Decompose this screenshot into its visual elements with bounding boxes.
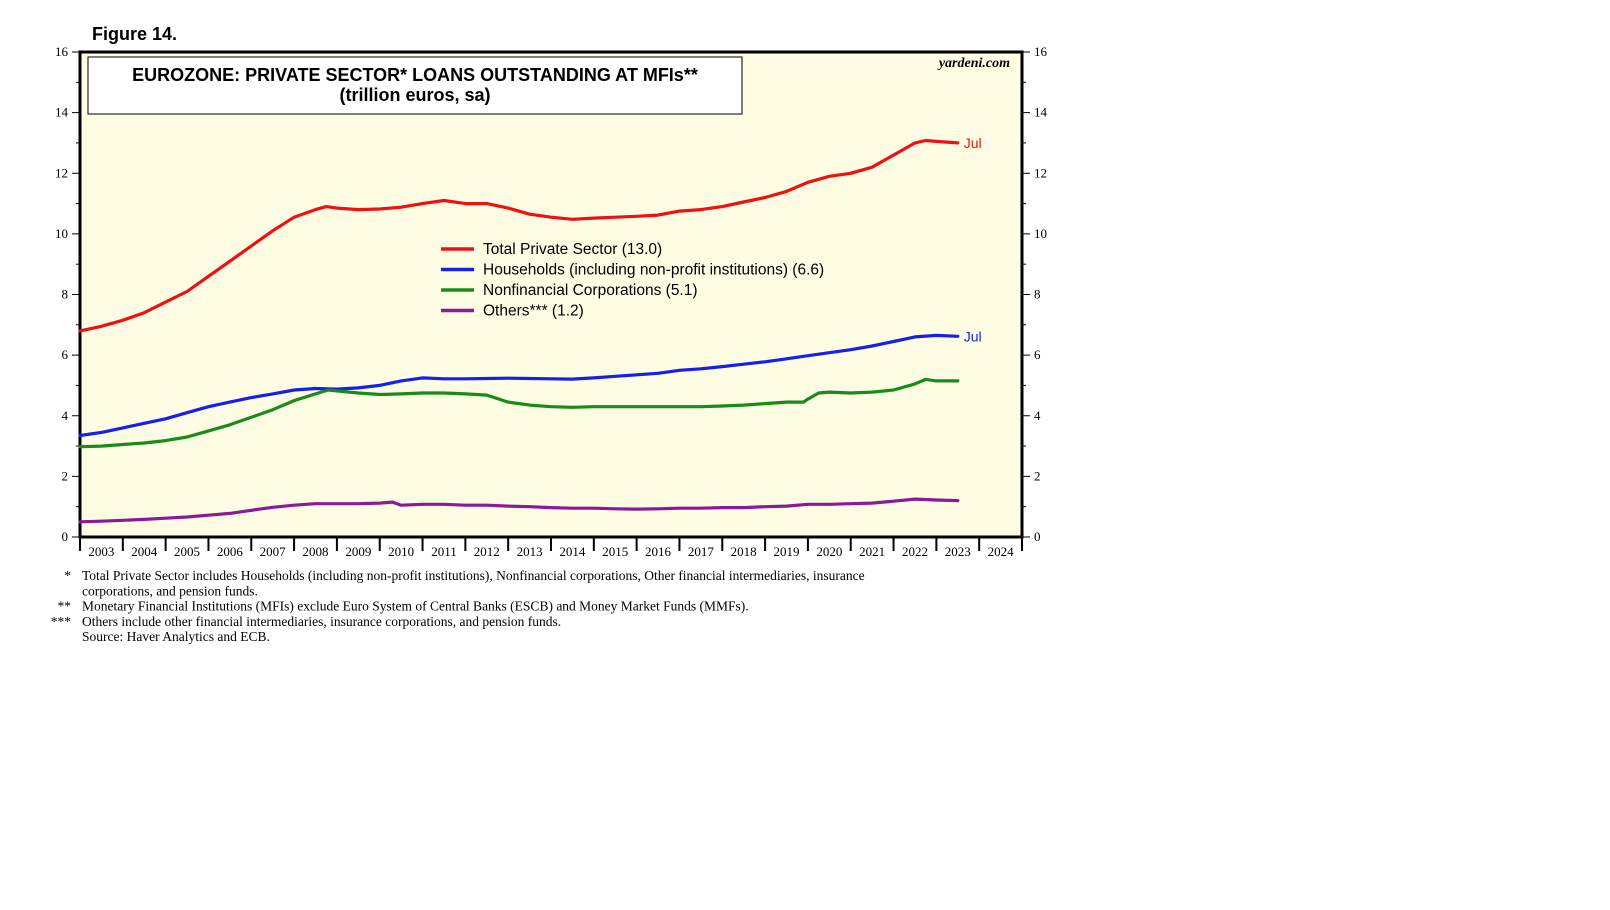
plot-area — [78, 50, 1024, 539]
x-tick-label: 2007 — [260, 544, 287, 559]
figure-label: Figure 14. — [92, 24, 177, 44]
x-tick-label: 2014 — [559, 544, 586, 559]
x-tick-label: 2017 — [688, 544, 715, 559]
x-tick-label: 2019 — [774, 544, 800, 559]
x-tick-label: 2018 — [731, 544, 757, 559]
x-tick-label: 2010 — [388, 544, 414, 559]
footnote-mark: ** — [58, 599, 72, 614]
footnote-text: Others include other financial intermedi… — [82, 614, 561, 629]
x-tick-label: 2013 — [517, 544, 543, 559]
y-tick-label-left: 2 — [62, 468, 69, 483]
x-tick-label: 2006 — [217, 544, 244, 559]
y-tick-label-right: 12 — [1034, 165, 1047, 180]
x-tick-label: 2011 — [431, 544, 457, 559]
x-tick-label: 2022 — [902, 544, 928, 559]
end-label-total: Jul — [964, 135, 982, 151]
y-tick-label-right: 4 — [1034, 408, 1041, 423]
footnote-text: Total Private Sector includes Households… — [82, 568, 865, 583]
footnote-text: corporations, and pension funds. — [82, 583, 258, 598]
legend-label-total: Total Private Sector (13.0) — [483, 241, 662, 258]
y-tick-label-right: 16 — [1034, 44, 1048, 59]
y-tick-label-right: 14 — [1034, 105, 1048, 120]
legend-label-nonfinancial: Nonfinancial Corporations (5.1) — [483, 282, 698, 299]
legend-label-households: Households (including non-profit institu… — [483, 262, 824, 279]
footnote-text: Monetary Financial Institutions (MFIs) e… — [82, 599, 749, 614]
series-line-total — [78, 138, 960, 333]
series-lines — [78, 138, 960, 524]
y-tick-label-left: 16 — [55, 44, 69, 59]
y-tick-label-right: 8 — [1034, 287, 1041, 302]
x-tick-label: 2021 — [859, 544, 885, 559]
brand-label: yardeni.com — [937, 56, 1010, 71]
end-label-households: Jul — [964, 328, 982, 344]
title-box — [87, 56, 743, 115]
footnote-mark: * — [64, 568, 71, 583]
y-tick-label-left: 0 — [62, 529, 69, 544]
y-tick-label-left: 12 — [55, 165, 68, 180]
legend: Total Private Sector (13.0) Households (i… — [441, 241, 824, 320]
y-axis-right: 0 2 4 6 8 10 12 14 16 — [1022, 44, 1048, 544]
chart-subtitle: (trillion euros, sa) — [339, 85, 490, 105]
x-tick-label: 2008 — [303, 544, 329, 559]
y-tick-label-left: 14 — [55, 105, 69, 120]
y-tick-label-left: 6 — [62, 347, 69, 362]
x-tick-label: 2003 — [88, 544, 114, 559]
y-tick-label-left: 10 — [55, 226, 68, 241]
legend-label-others: Others*** (1.2) — [483, 303, 584, 320]
x-tick-label: 2009 — [345, 544, 371, 559]
x-tick-label: 2015 — [602, 544, 628, 559]
x-axis: 2003 2004 2005 2006 2007 2008 2009 2010 2011 2012… — [79, 537, 1023, 559]
footnotes: * Total Private Sector includes Household… — [51, 568, 865, 644]
x-tick-label: 2023 — [945, 544, 971, 559]
y-tick-label-right: 6 — [1034, 347, 1041, 362]
y-tick-label-right: 0 — [1034, 529, 1041, 544]
end-labels: Jul Jul — [964, 135, 982, 344]
y-tick-label-left: 4 — [62, 408, 69, 423]
x-tick-label: 2020 — [816, 544, 842, 559]
series-line-households — [78, 333, 960, 438]
series-line-others — [78, 497, 960, 524]
footnote-text: Source: Haver Analytics and ECB. — [82, 629, 270, 644]
y-tick-label-left: 8 — [62, 287, 69, 302]
y-tick-label-right: 10 — [1034, 226, 1047, 241]
x-tick-label: 2005 — [174, 544, 200, 559]
chart-title: EUROZONE: PRIVATE SECTOR* LOANS OUTSTAND… — [132, 65, 698, 85]
x-tick-label: 2004 — [131, 544, 158, 559]
x-tick-label: 2012 — [474, 544, 500, 559]
footnote-mark: *** — [51, 614, 72, 629]
x-tick-label: 2024 — [988, 544, 1015, 559]
y-tick-label-right: 2 — [1034, 468, 1041, 483]
series-line-nonfinancial — [78, 377, 960, 449]
y-axis-left: 0 2 4 6 8 10 12 14 16 — [55, 44, 80, 544]
x-tick-label: 2016 — [645, 544, 672, 559]
